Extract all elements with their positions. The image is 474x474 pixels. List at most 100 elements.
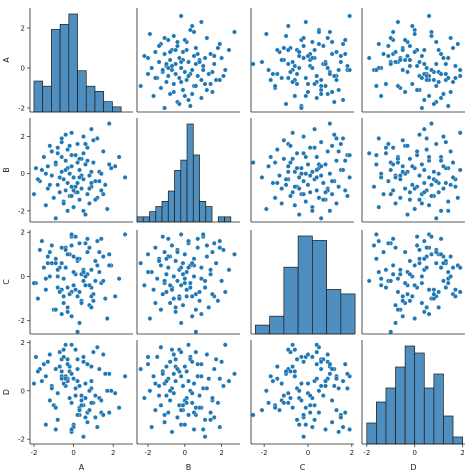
scatter-point: [165, 73, 171, 79]
scatter-point: [184, 287, 190, 293]
scatter-point: [69, 232, 74, 237]
scatter-point: [431, 287, 437, 293]
scatter-point: [193, 83, 199, 89]
scatter-point: [342, 188, 348, 193]
scatter-point: [309, 55, 315, 61]
scatter-point: [55, 274, 61, 279]
scatter-point: [49, 385, 55, 391]
scatter-point: [325, 149, 331, 154]
x-tick-label: 0: [71, 449, 75, 457]
scatter-point: [182, 276, 188, 282]
scatter-point: [283, 369, 289, 374]
scatter-point: [327, 171, 333, 177]
scatter-point: [186, 238, 191, 244]
scatter-point: [303, 171, 309, 177]
scatter-point: [421, 97, 427, 103]
scatter-point: [189, 294, 195, 299]
scatter-point: [414, 234, 420, 240]
scatter-point: [202, 81, 208, 87]
scatter-point: [178, 265, 184, 270]
scatter-point: [200, 67, 206, 73]
scatter-point: [211, 53, 217, 59]
scatter-point: [419, 201, 425, 206]
scatter-point: [178, 320, 184, 326]
scatter-point: [59, 311, 65, 317]
scatter-point: [162, 249, 167, 255]
scatter-point: [61, 176, 67, 182]
scatter-point: [200, 63, 206, 69]
panel-D-A: -2 0 2 A -2 0 2 D: [2, 339, 133, 472]
scatter-point: [412, 27, 418, 33]
x-axis-label-C: C: [300, 463, 306, 472]
histogram-bar: [186, 123, 194, 223]
scatter-point: [89, 305, 94, 310]
scatter-point: [57, 349, 63, 355]
scatter-point: [73, 347, 78, 353]
scatter-point: [77, 197, 82, 203]
scatter-point: [296, 186, 302, 191]
scatter-point: [197, 298, 202, 304]
scatter-point: [100, 191, 106, 197]
scatter-point: [219, 55, 224, 61]
scatter-point: [61, 381, 67, 386]
scatter-point: [334, 407, 339, 413]
scatter-point: [294, 150, 300, 156]
histogram-bar: [433, 373, 444, 445]
scatter-point: [160, 234, 166, 240]
scatter-point: [162, 278, 167, 284]
scatter-point: [314, 361, 320, 367]
scatter-point: [431, 291, 437, 297]
scatter-point: [153, 245, 158, 251]
scatter-point: [277, 173, 282, 178]
scatter-point: [215, 400, 221, 406]
y-tick-label: -2: [18, 436, 25, 444]
scatter-point: [222, 342, 228, 348]
scatter-point: [417, 260, 422, 266]
scatter-point: [92, 278, 98, 284]
scatter-point: [436, 305, 442, 310]
scatter-point: [184, 294, 190, 299]
scatter-point: [307, 410, 313, 415]
scatter-point: [116, 154, 122, 160]
histogram-bar: [180, 159, 188, 223]
scatter-point: [85, 419, 90, 425]
scatter-point: [106, 263, 112, 268]
histogram-bar: [136, 216, 144, 223]
scatter-point: [77, 175, 82, 180]
scatter-point: [232, 29, 237, 35]
scatter-point: [433, 141, 439, 147]
scatter-point: [424, 77, 430, 83]
scatter-point: [191, 53, 197, 59]
scatter-point: [85, 145, 90, 151]
scatter-point: [165, 236, 171, 242]
scatter-point: [292, 184, 298, 190]
scatter-point: [71, 175, 76, 180]
scatter-point: [178, 373, 184, 379]
scatter-point: [366, 55, 372, 61]
scatter-point: [424, 147, 430, 152]
scatter-point: [388, 191, 394, 197]
scatter-point: [421, 47, 427, 53]
scatter-point: [189, 260, 195, 266]
scatter-point: [402, 57, 408, 63]
scatter-point: [59, 154, 65, 160]
scatter-point: [59, 260, 65, 266]
scatter-point: [160, 291, 166, 297]
scatter-point: [215, 298, 221, 304]
scatter-point: [35, 176, 41, 182]
scatter-point: [314, 342, 320, 348]
scatter-point: [175, 415, 180, 420]
scatter-point: [436, 79, 442, 85]
scatter-point: [345, 385, 350, 391]
scatter-point: [407, 156, 413, 162]
panel-C-B: [136, 230, 240, 335]
scatter-point: [61, 201, 67, 206]
scatter-point: [309, 39, 315, 45]
scatter-point: [327, 208, 333, 214]
scatter-point: [320, 43, 326, 49]
scatter-point: [250, 160, 256, 165]
histogram-bar: [174, 170, 182, 223]
scatter-point: [208, 410, 213, 415]
scatter-point: [314, 95, 320, 101]
scatter-point: [87, 282, 92, 288]
